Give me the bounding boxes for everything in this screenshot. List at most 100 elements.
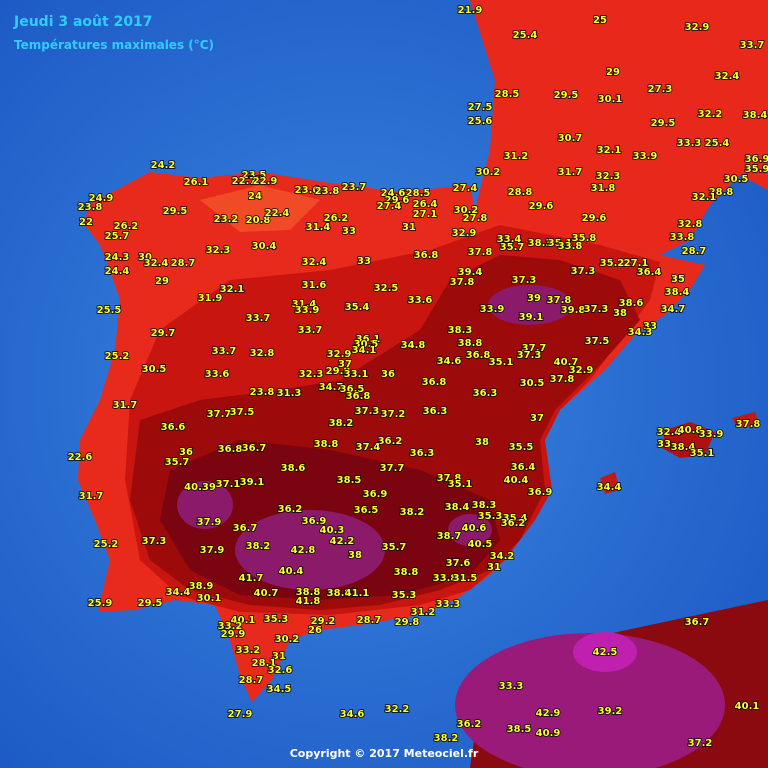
temperature-label: 27.4: [377, 201, 402, 212]
temperature-label: 23.5: [242, 170, 267, 181]
temperature-label: 32.9: [685, 22, 710, 33]
temperature-label: 32.4: [144, 258, 169, 269]
temperature-label: 40.1: [231, 615, 256, 626]
temperature-label: 24.3: [105, 252, 130, 263]
temperature-label: 38.2: [434, 733, 459, 744]
temperature-label: 34.3: [628, 327, 653, 338]
temperature-label: 28.5: [495, 89, 520, 100]
map-subtitle: Températures maximales (°C): [14, 38, 214, 52]
temperature-label: 40.4: [504, 475, 529, 486]
temperature-label: 32.9: [452, 228, 477, 239]
temperature-label: 25.4: [705, 138, 730, 149]
temperature-label: 25.2: [94, 539, 119, 550]
temperature-label: 32.8: [678, 219, 703, 230]
temperature-label: 36.6: [161, 422, 186, 433]
temperature-label: 41.7: [239, 573, 264, 584]
cool-zone: [200, 185, 320, 232]
temperature-label: 33.6: [408, 295, 433, 306]
temperature-label: 34.2: [490, 551, 515, 562]
temperature-label: 34.7: [661, 304, 686, 315]
temperature-label: 37.8: [550, 374, 575, 385]
temperature-label: 28.7: [357, 615, 382, 626]
africa-peak: [455, 633, 725, 768]
temperature-label: 40.3: [320, 525, 345, 536]
temperature-label: 35.1: [548, 238, 573, 249]
temperature-label: 36.8: [466, 350, 491, 361]
temperature-label: 23.6: [295, 185, 320, 196]
temperature-label: 29.8: [395, 617, 420, 628]
temperature-label: 39.1: [240, 477, 265, 488]
temperature-label: 37.3: [517, 350, 542, 361]
temperature-label: 28.8: [709, 187, 734, 198]
temperature-label: 23.7: [342, 182, 367, 193]
temperature-label: 27.5: [468, 102, 493, 113]
temperature-label: 32.1: [597, 145, 622, 156]
temperature-label: 36.9: [528, 487, 553, 498]
temperature-label: 32.6: [268, 665, 293, 676]
temperature-label: 31.2: [504, 151, 529, 162]
temperature-label: 37.2: [381, 409, 406, 420]
temperature-label: 36.2: [501, 518, 526, 529]
temperature-label: 35.1: [489, 357, 514, 368]
temperature-label: 38.6: [281, 463, 306, 474]
temperature-label: 25.9: [88, 598, 113, 609]
temperature-label: 33.3: [436, 599, 461, 610]
temperature-label: 34.4: [166, 587, 191, 598]
temperature-label: 30: [138, 252, 152, 263]
labels: 21.9 25.4 25 32.9 33.7 29 27.3 32.4 28.5 29.5 30.1…: [67, 4, 768, 750]
temperature-label: 36.7: [685, 617, 710, 628]
temperature-label: 35.5: [509, 442, 534, 453]
temperature-label: 40.1: [735, 701, 760, 712]
temperature-label: 21.9: [458, 5, 483, 16]
temperature-label: 40.8: [678, 425, 703, 436]
temperature-label: 29.2: [311, 616, 336, 627]
temperature-label: 40.39: [184, 482, 216, 493]
temperature-label: 40.7: [554, 357, 579, 368]
temperature-label: 38.2: [329, 418, 354, 429]
temperature-label: 33: [657, 439, 671, 450]
temperature-label: 25.6: [468, 116, 493, 127]
temperature-label: 38: [475, 437, 489, 448]
temperature-label: 41.1: [345, 588, 370, 599]
temperature-label: 33.7: [298, 325, 323, 336]
temperature-label: 25.2: [105, 351, 130, 362]
temperature-label: 27.4: [453, 183, 478, 194]
temperature-label: 36.8: [422, 377, 447, 388]
temperature-label: 35.1: [690, 448, 715, 459]
temperature-label: 29: [606, 67, 620, 78]
temperature-label: 31.5: [453, 573, 478, 584]
temperature-label: 32.3: [299, 369, 324, 380]
temperature-label: 29.6: [529, 201, 554, 212]
temperature-label: 33.8: [558, 241, 583, 252]
mallorca: [662, 422, 715, 458]
menorca: [732, 412, 760, 428]
temperature-label: 40.5: [468, 539, 493, 550]
temperature-label: 30.5: [142, 364, 167, 375]
temperature-label: 38.8: [296, 587, 321, 598]
temperature-label: 39: [527, 293, 541, 304]
temperature-label: 38.4: [671, 442, 696, 453]
temperature-label: 37: [530, 413, 544, 424]
temperature-label: 37.1: [216, 479, 241, 490]
temperature-label: 30.4: [252, 241, 277, 252]
france: [470, 0, 768, 255]
peak-zone: [177, 481, 233, 529]
temperature-label: 33: [342, 226, 356, 237]
temperature-label: 35.2: [600, 258, 625, 269]
temperature-label: 35.3: [264, 614, 289, 625]
temperature-label: 38.5: [507, 724, 532, 735]
temperature-label: 33.8: [670, 232, 695, 243]
temperature-label: 29.6: [385, 195, 410, 206]
temperature-label: 22.4: [265, 208, 290, 219]
temperature-label: 37.8: [736, 419, 761, 430]
temperature-label: 40.9: [536, 728, 561, 739]
temperature-label: 36.2: [378, 436, 403, 447]
temperature-label: 29.6: [582, 213, 607, 224]
temperature-label: 30.2: [275, 634, 300, 645]
temperature-label: 38.2: [400, 507, 425, 518]
temperature-label: 36.7: [233, 523, 258, 534]
temperature-label: 24.4: [105, 266, 130, 277]
temperature-label: 36.3: [473, 388, 498, 399]
temperature-label: 38.9: [327, 588, 352, 599]
